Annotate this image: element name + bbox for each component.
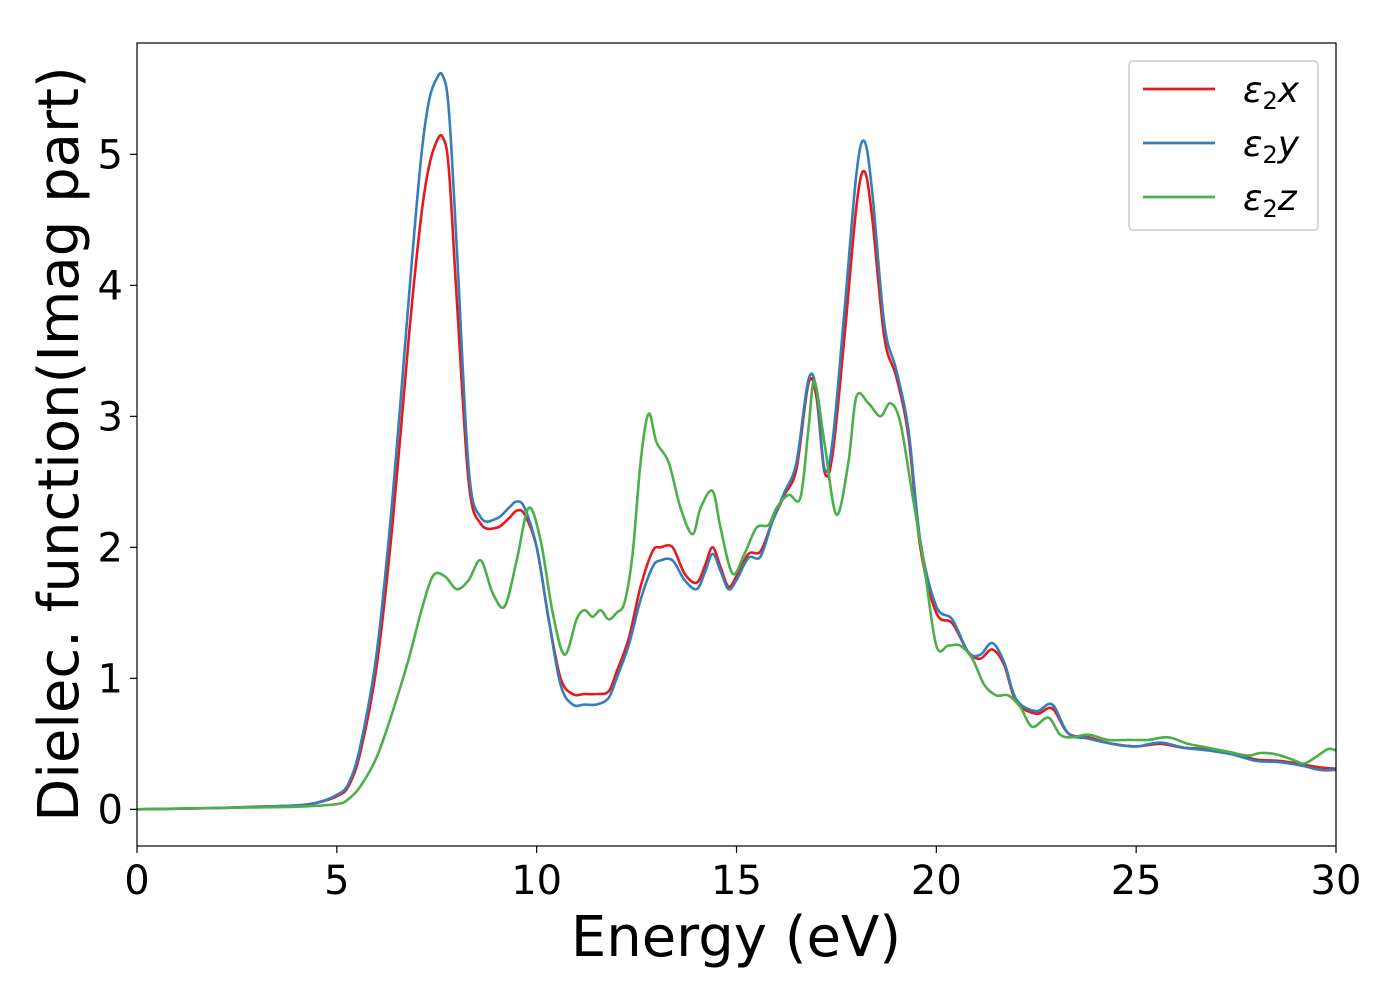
legend-variable: y <box>1277 124 1300 165</box>
x-tick-label: 0 <box>124 858 149 904</box>
series-line-0 <box>137 133 1336 811</box>
y-tick-label: 2 <box>98 525 123 571</box>
legend-symbol: ε <box>1243 124 1262 165</box>
legend-subscript: 2 <box>1262 87 1277 115</box>
legend-variable: x <box>1277 70 1300 111</box>
legend-frame <box>1128 60 1319 231</box>
x-tick-label: 5 <box>324 858 349 904</box>
x-tick-label: 20 <box>911 858 962 904</box>
x-tick-label: 25 <box>1111 858 1162 904</box>
x-axis-label: Energy (eV) <box>571 905 901 970</box>
y-tick-label: 1 <box>98 656 123 702</box>
x-tick-label: 15 <box>711 858 762 904</box>
legend-symbol: ε <box>1243 70 1262 111</box>
legend-subscript: 2 <box>1262 195 1277 223</box>
legend-subscript: 2 <box>1262 141 1277 169</box>
legend-symbol: ε <box>1243 178 1262 219</box>
y-tick-label: 5 <box>98 132 123 178</box>
y-axis: 0 1 2 3 4 5 <box>98 132 137 833</box>
y-tick-label: 0 <box>98 787 123 833</box>
y-tick-label: 4 <box>98 263 123 309</box>
legend-label: ε2z <box>1243 178 1298 223</box>
series-layer <box>137 71 1336 811</box>
legend-label: ε2y <box>1243 124 1300 169</box>
series-line-1 <box>137 71 1336 811</box>
x-tick-label: 30 <box>1311 858 1362 904</box>
y-axis-label: Dielec. function(Imag part) <box>27 66 92 822</box>
x-axis: 0 5 10 15 20 25 30 <box>124 846 1361 904</box>
series-line-2 <box>137 379 1336 811</box>
y-tick-label: 3 <box>98 394 123 440</box>
legend-variable: z <box>1277 178 1298 219</box>
legend-label: ε2x <box>1243 70 1300 115</box>
x-tick-label: 10 <box>511 858 562 904</box>
